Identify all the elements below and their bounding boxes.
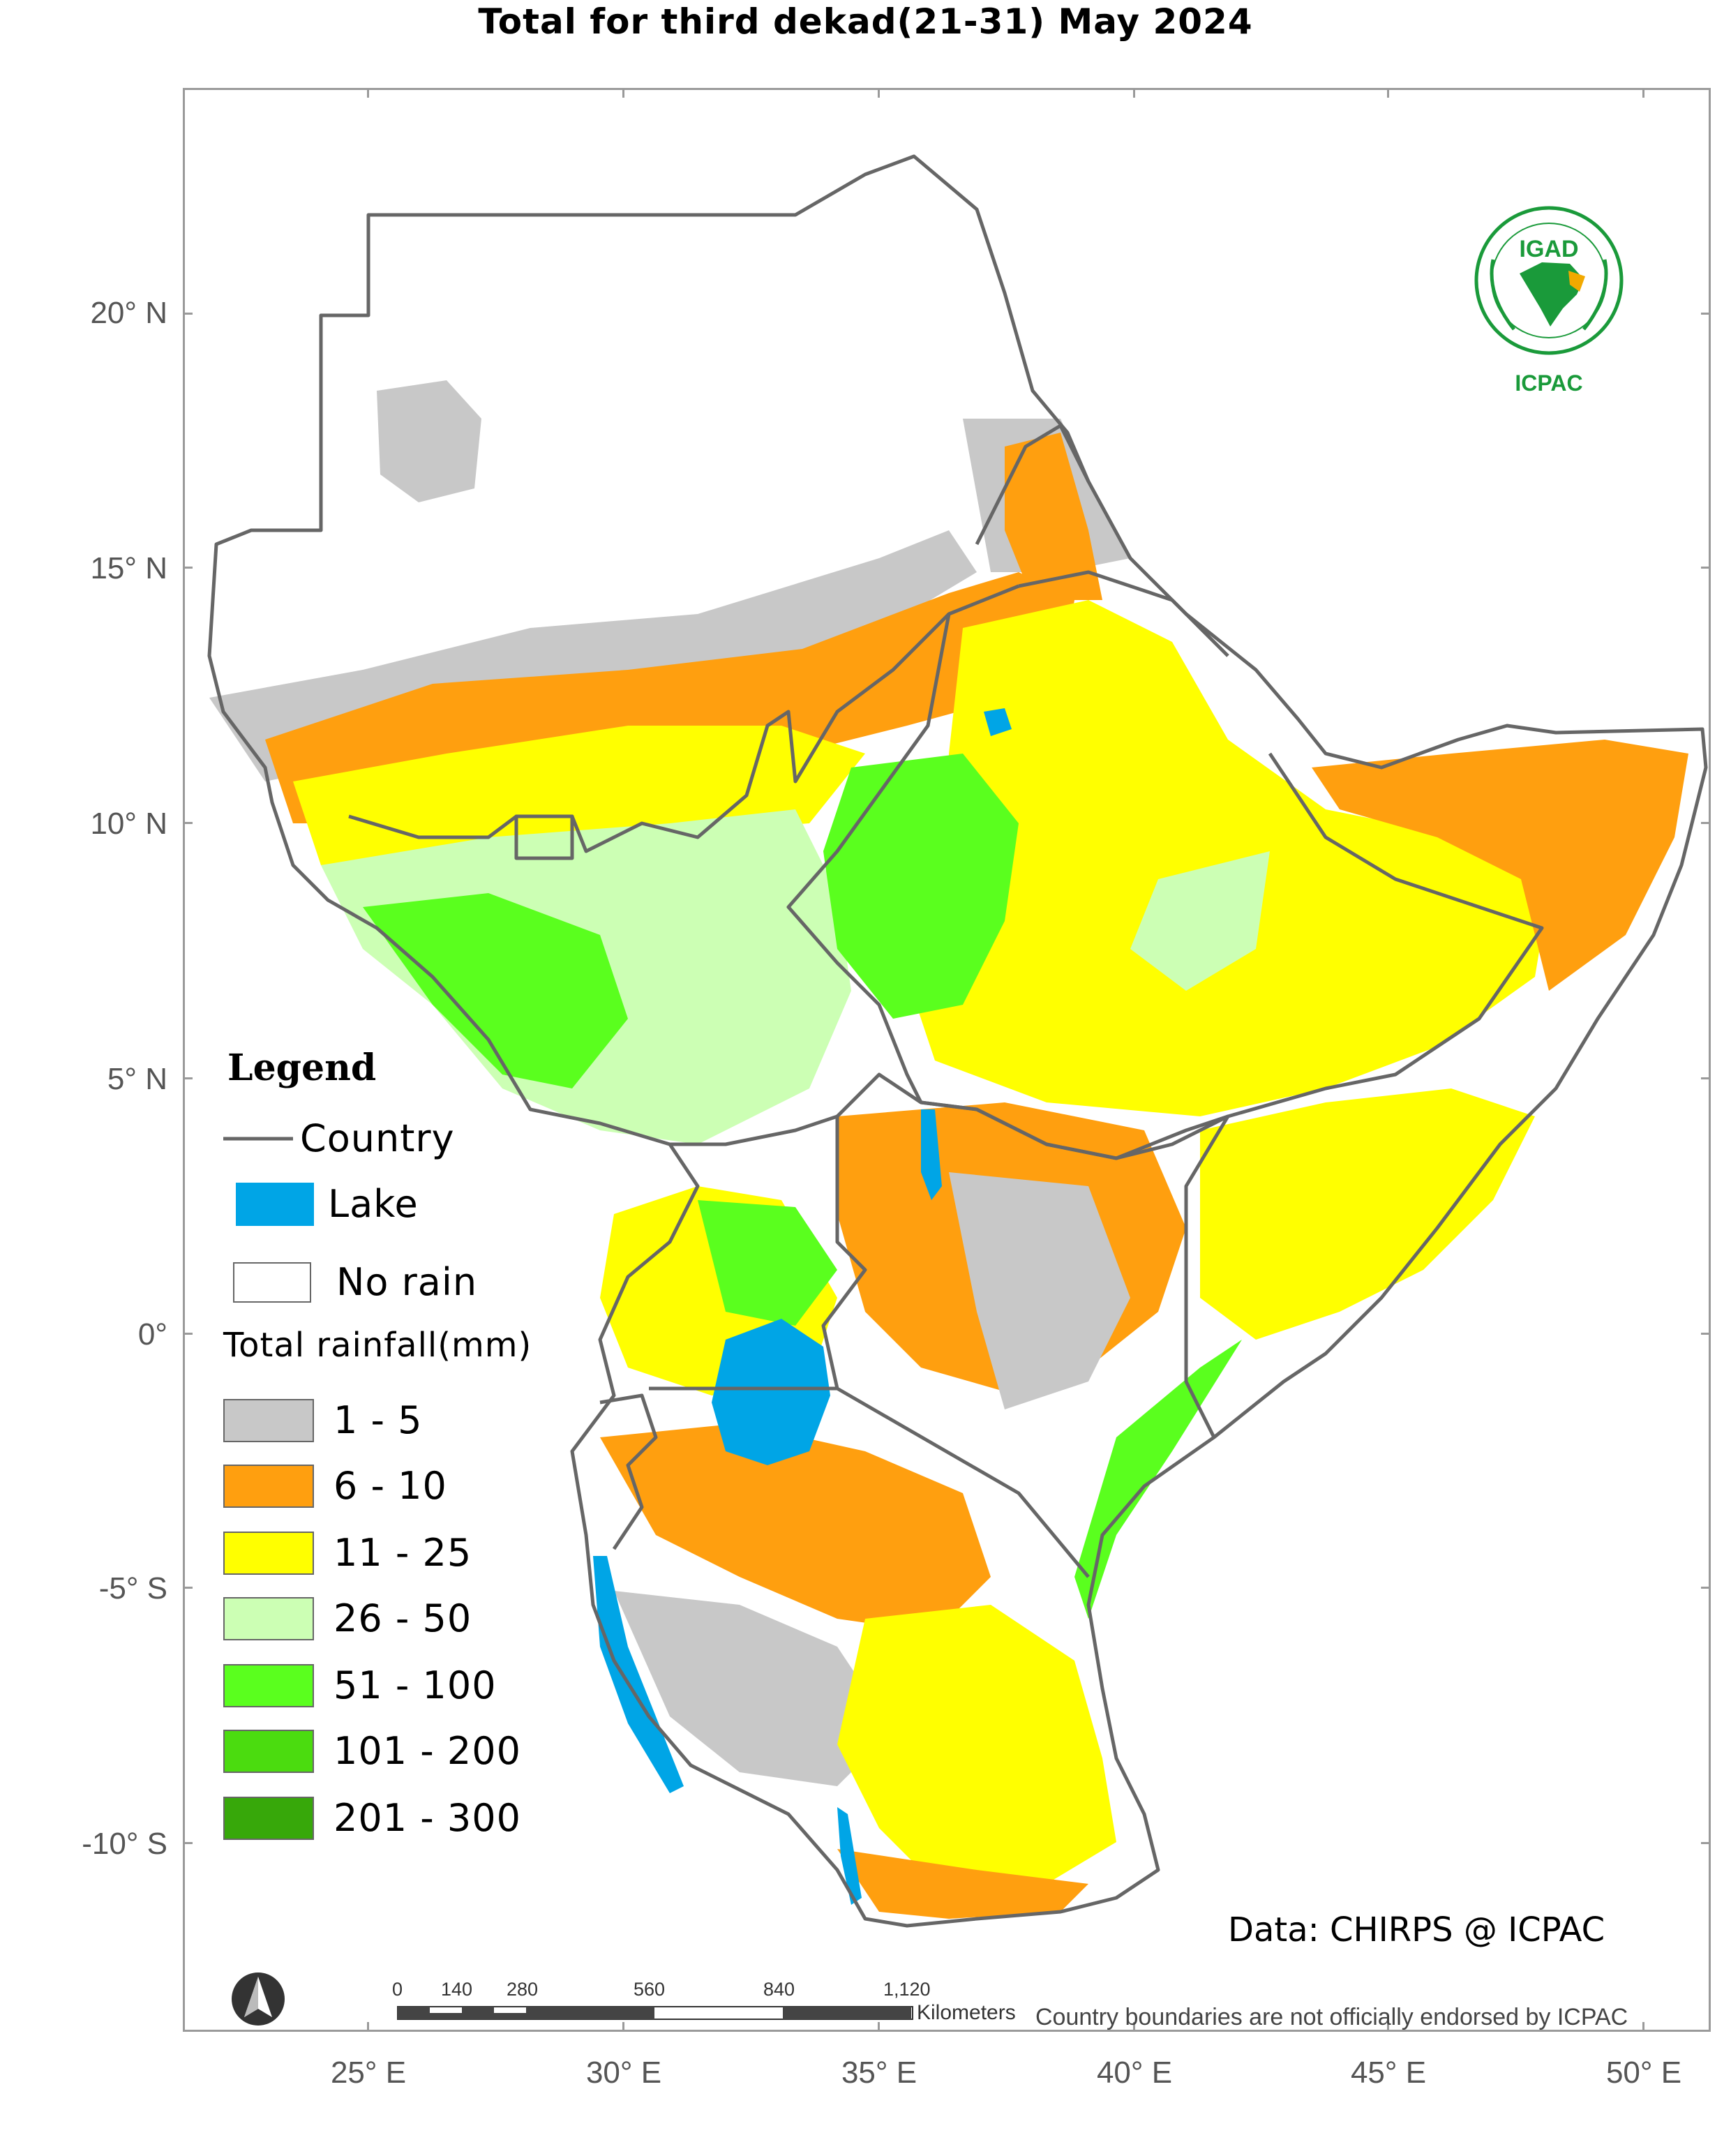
igad-emblem-icon: IGAD ICPAC — [1474, 206, 1624, 396]
lat-label-10n: 10° N — [90, 807, 167, 841]
lake-turkana-icon — [921, 1109, 942, 1200]
rainfall-zones — [209, 380, 1688, 1919]
class-swatch — [223, 1596, 314, 1640]
zone-11-25-sudan — [293, 726, 865, 865]
rainfall-title: Total rainfall(mm) — [223, 1326, 532, 1365]
country-line-icon — [223, 1137, 293, 1140]
lon-label-50e: 50° E — [1605, 2056, 1682, 2090]
lake-swatch — [236, 1182, 314, 1226]
scale-bar — [397, 2006, 913, 2020]
class-label: 1 - 5 — [334, 1398, 423, 1442]
scale-label-280: 280 — [507, 1979, 539, 2000]
lat-label-5s: -5° S — [98, 1571, 167, 1605]
lake-tanganyika-icon — [593, 1556, 684, 1793]
zone-1-5-kenya — [949, 1172, 1130, 1409]
border-rwanda-burundi — [599, 1393, 658, 1550]
lakes — [593, 708, 1012, 1905]
country-borders — [207, 154, 1708, 1928]
border-kenya — [821, 1072, 1230, 1578]
grid-ticks — [183, 88, 1711, 2032]
class-swatch — [223, 1729, 314, 1773]
zone-51-100-ethiopia — [823, 754, 1019, 1019]
border-sudan-south-sudan — [348, 584, 1019, 853]
lat-label-15n: 15° N — [90, 551, 167, 585]
legend-title: Legend — [227, 1047, 377, 1089]
lake-tana-icon — [984, 708, 1012, 736]
legend-country-label: Country — [300, 1116, 455, 1160]
legend-class-2: 6 - 10 — [223, 1464, 447, 1508]
lat-label-20n: 20° N — [90, 296, 167, 330]
class-label: 6 - 10 — [334, 1464, 447, 1508]
north-arrow-icon — [232, 1972, 285, 2026]
lat-label-10s: -10° S — [82, 1827, 167, 1861]
zone-6-10-eritrea — [1005, 433, 1102, 600]
legend-class-4: 26 - 50 — [223, 1596, 472, 1640]
zone-11-25-somalia — [1200, 1088, 1535, 1340]
class-label: 51 - 100 — [334, 1663, 497, 1707]
legend-class-5: 51 - 100 — [223, 1663, 497, 1707]
zone-6-10-somalia — [1312, 740, 1688, 991]
zone-1-5-tanzania — [614, 1591, 893, 1786]
class-label: 201 - 300 — [334, 1796, 521, 1840]
zone-1-5-sahara — [377, 380, 481, 502]
data-credit: Data: CHIRPS @ ICPAC — [1228, 1910, 1605, 1949]
legend-lake-label: Lake — [328, 1182, 419, 1226]
lat-label-0: 0° — [137, 1317, 167, 1352]
class-label: 101 - 200 — [334, 1729, 521, 1773]
lake-malawi-icon — [837, 1807, 862, 1905]
zone-26-50-ethiopia-east — [1130, 851, 1270, 991]
border-eritrea — [975, 424, 1229, 657]
border-ethiopia-west — [786, 613, 951, 1104]
scale-label-0: 0 — [392, 1979, 403, 2000]
zone-51-100-uganda — [698, 1200, 837, 1326]
border-uganda-south-sudan — [670, 1114, 838, 1146]
lat-label-5n: 5° N — [107, 1062, 167, 1096]
zone-51-100-ssudan — [363, 893, 628, 1088]
class-label: 11 - 25 — [334, 1531, 472, 1575]
logo-bottom-text: ICPAC — [1515, 370, 1582, 396]
lon-label-45e: 45° E — [1350, 2056, 1427, 2090]
logo-top-text: IGAD — [1520, 236, 1579, 262]
legend-class-6: 101 - 200 — [223, 1729, 521, 1773]
zone-11-25-tanzania-south — [837, 1605, 1116, 1884]
lon-label-30e: 30° E — [585, 2056, 662, 2090]
legend-lake: Lake — [223, 1182, 419, 1226]
lon-label-40e: 40° E — [1096, 2056, 1173, 2090]
legend-country: Country — [223, 1116, 455, 1160]
lon-label-25e: 25° E — [330, 2056, 407, 2090]
scale-label-140: 140 — [441, 1979, 473, 2000]
no-rain-swatch — [233, 1262, 311, 1303]
zone-11-25-ethiopia — [907, 600, 1549, 1116]
legend-no-rain: No rain — [223, 1260, 477, 1304]
scale-unit: Kilometers — [917, 2001, 1016, 2024]
zone-6-10-tanzania — [600, 1423, 991, 1633]
legend-class-3: 11 - 25 — [223, 1531, 472, 1575]
class-swatch — [223, 1464, 314, 1508]
class-swatch — [223, 1398, 314, 1442]
class-label: 26 - 50 — [334, 1596, 472, 1640]
legend-no-rain-label: No rain — [336, 1260, 478, 1304]
scale-label-1120: 1,120 — [883, 1979, 931, 2000]
lake-victoria-icon — [712, 1319, 830, 1465]
igad-icpac-logo: IGAD ICPAC — [1465, 204, 1633, 399]
class-swatch — [223, 1531, 314, 1575]
scale-label-840: 840 — [763, 1979, 795, 2000]
scale-label-560: 560 — [634, 1979, 666, 2000]
legend-class-7: 201 - 300 — [223, 1796, 521, 1840]
map-frame — [183, 88, 1711, 2032]
region-border — [207, 154, 1708, 1928]
zone-6-10-south — [837, 1849, 1088, 1919]
class-swatch — [223, 1663, 314, 1707]
lon-label-35e: 35° E — [841, 2056, 917, 2090]
boundary-disclaimer: Country boundaries are not officially en… — [1035, 2004, 1628, 2030]
border-sudan-chad-box — [514, 814, 574, 860]
class-swatch — [223, 1796, 314, 1840]
map-title: Total for third dekad(21-31) May 2024 — [478, 1, 1253, 42]
legend-class-1: 1 - 5 — [223, 1398, 423, 1442]
